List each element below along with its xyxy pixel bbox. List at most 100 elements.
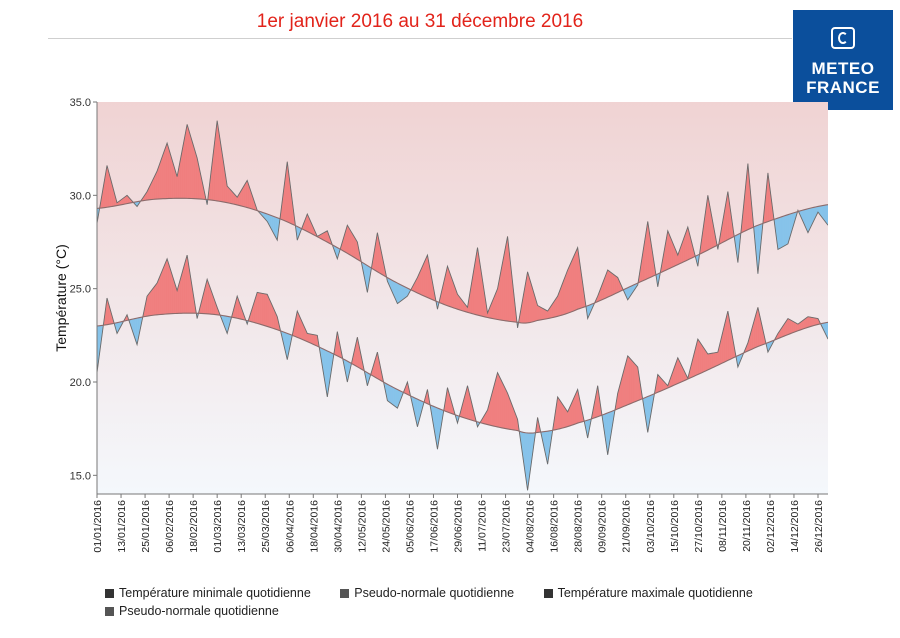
tmax-anomaly-above-area bbox=[615, 275, 618, 294]
x-tick-label: 03/10/2016 bbox=[645, 500, 657, 553]
tmax-anomaly-below-area bbox=[825, 204, 828, 226]
tmin-anomaly-above-area bbox=[811, 317, 815, 327]
x-tick-label: 06/04/2016 bbox=[284, 500, 296, 553]
tmin-anomaly-below-area bbox=[395, 388, 398, 409]
y-tick-label: 25.0 bbox=[70, 284, 91, 296]
legend-label-normal-1: Pseudo-normale quotidienne bbox=[354, 586, 515, 600]
tmin-anomaly-above-area bbox=[711, 352, 715, 369]
tmax-anomaly-below-area bbox=[401, 284, 404, 302]
meteo-france-logo-mark-icon bbox=[831, 27, 855, 49]
tmin-anomaly-below-area bbox=[391, 386, 394, 406]
tmin-anomaly-above-area bbox=[263, 293, 266, 327]
x-tick-label: 20/11/2016 bbox=[741, 500, 753, 552]
tmax-anomaly-below-area bbox=[399, 283, 402, 303]
legend-item-tmax: Température maximale quotidienne bbox=[543, 586, 753, 600]
tmin-anomaly-above-area bbox=[631, 359, 634, 404]
tmax-anomaly-above-area bbox=[539, 306, 542, 321]
tmin-anomaly-above-area bbox=[793, 321, 797, 333]
x-tick-label: 30/04/2016 bbox=[332, 500, 344, 553]
x-tick-label: 01/01/2016 bbox=[92, 500, 104, 553]
tmin-normal-line bbox=[97, 312, 828, 434]
x-tick-label: 29/06/2016 bbox=[452, 500, 464, 553]
tmin-anomaly-above-area bbox=[707, 353, 711, 371]
x-tick-label: 25/03/2016 bbox=[260, 500, 272, 553]
tmin-anomaly-above-area bbox=[787, 318, 791, 335]
y-tick-label: 30.0 bbox=[70, 190, 91, 202]
tmax-anomaly-below-area bbox=[779, 216, 783, 249]
tmax-anomaly-above-area bbox=[347, 224, 350, 255]
tmax-anomaly-above-area bbox=[166, 143, 170, 199]
tmin-anomaly-above-area bbox=[715, 351, 719, 367]
tmax-anomaly-above-area bbox=[607, 269, 610, 298]
tmin-anomaly-above-area bbox=[657, 374, 660, 393]
tmax-anomaly-above-area bbox=[563, 275, 566, 315]
tmin-anomaly-above-area bbox=[501, 380, 504, 429]
tmin-anomaly-above-area bbox=[311, 333, 314, 345]
y-tick-label: 15.0 bbox=[70, 470, 91, 482]
y-tick-label: 20.0 bbox=[70, 377, 91, 389]
tmin-anomaly-above-area bbox=[265, 293, 268, 327]
y-axis-label: Température (°C) bbox=[53, 244, 69, 352]
tmin-anomaly-above-area bbox=[789, 319, 793, 335]
tmin-anomaly-above-area bbox=[499, 376, 502, 429]
x-tick-label: 02/12/2016 bbox=[765, 500, 777, 553]
tmax-anomaly-above-area bbox=[613, 274, 616, 295]
tmin-anomaly-above-area bbox=[267, 294, 270, 328]
legend-item-normal-2: Pseudo-normale quotidienne bbox=[105, 604, 279, 618]
tmin-anomaly-above-area bbox=[809, 316, 813, 327]
meteo-france-logo: METEO FRANCE bbox=[793, 10, 893, 110]
logo-line-1: METEO bbox=[811, 59, 875, 78]
tmin-anomaly-above-area bbox=[162, 263, 166, 315]
x-tick-label: 17/06/2016 bbox=[428, 500, 440, 553]
tmin-anomaly-above-area bbox=[315, 334, 318, 347]
x-tick-label: 13/01/2016 bbox=[116, 500, 128, 553]
x-tick-label: 16/08/2016 bbox=[549, 500, 561, 553]
tmax-anomaly-above-area bbox=[565, 269, 568, 315]
tmax-anomaly-above-area bbox=[190, 137, 194, 199]
tmin-anomaly-above-area bbox=[813, 317, 817, 326]
tmin-observed-line bbox=[97, 254, 828, 491]
tmin-anomaly-above-area bbox=[313, 334, 316, 346]
tmin-anomaly-above-area bbox=[697, 338, 701, 375]
x-tick-label: 14/12/2016 bbox=[789, 500, 801, 553]
tmin-anomaly-above-area bbox=[807, 316, 811, 328]
x-tick-label: 05/06/2016 bbox=[404, 500, 416, 553]
x-tick-label: 26/12/2016 bbox=[813, 500, 825, 553]
tmin-anomaly-above-area bbox=[635, 364, 638, 402]
tmax-anomaly-below-area bbox=[397, 282, 400, 304]
x-tick-label: 18/02/2016 bbox=[188, 500, 200, 553]
tmin-anomaly-above-area bbox=[160, 268, 164, 315]
tmax-anomaly-above-area bbox=[537, 305, 540, 321]
tmin-anomaly-above-area bbox=[152, 285, 156, 316]
tmax-anomaly-above-area bbox=[425, 254, 428, 298]
tmin-anomaly-above-area bbox=[154, 282, 158, 316]
tmin-anomaly-below-area bbox=[387, 383, 390, 403]
tmin-anomaly-above-area bbox=[557, 396, 560, 430]
tmin-anomaly-above-area bbox=[815, 317, 819, 326]
tmin-anomaly-above-area bbox=[627, 355, 630, 406]
tmin-anomaly-above-area bbox=[259, 292, 262, 325]
x-tick-label: 15/10/2016 bbox=[669, 500, 681, 553]
logo-line-2: FRANCE bbox=[806, 78, 880, 97]
tmax-anomaly-above-area bbox=[609, 271, 612, 297]
tmin-anomaly-above-area bbox=[559, 399, 562, 430]
chart-title: 1er janvier 2016 au 31 décembre 2016 bbox=[48, 0, 792, 39]
tmax-anomaly-above-area bbox=[351, 231, 354, 258]
legend-label-tmin: Température minimale quotidienne bbox=[119, 586, 311, 600]
tmin-anomaly-above-area bbox=[148, 290, 152, 317]
x-tick-label: 09/09/2016 bbox=[597, 500, 609, 553]
tmax-anomaly-below-area bbox=[783, 215, 787, 247]
tmax-anomaly-above-area bbox=[168, 149, 172, 199]
tmax-anomaly-below-area bbox=[403, 285, 406, 300]
tmin-anomaly-below-area bbox=[389, 384, 392, 405]
tmin-anomaly-above-area bbox=[166, 258, 170, 315]
x-tick-label: 27/10/2016 bbox=[693, 500, 705, 553]
tmin-anomaly-above-area bbox=[699, 341, 703, 374]
x-tick-label: 18/04/2016 bbox=[308, 500, 320, 553]
tmin-anomaly-above-area bbox=[497, 372, 500, 428]
x-tick-label: 25/01/2016 bbox=[140, 500, 152, 553]
tmin-anomaly-above-area bbox=[503, 384, 506, 429]
tmin-anomaly-above-area bbox=[146, 292, 150, 317]
tmax-anomaly-above-area bbox=[573, 251, 576, 312]
